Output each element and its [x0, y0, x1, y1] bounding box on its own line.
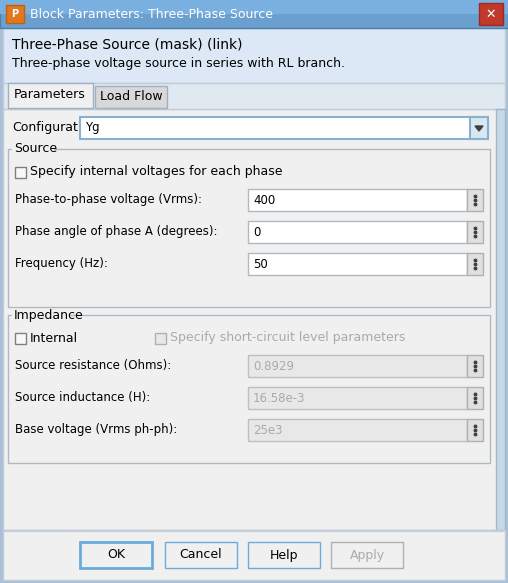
Text: Frequency (Hz):: Frequency (Hz):	[15, 258, 108, 271]
Bar	[80, 117, 488, 139]
Bar	[248, 419, 467, 441]
Bar	[248, 221, 467, 243]
Text: 25e3: 25e3	[253, 423, 282, 437]
Text: P: P	[12, 9, 19, 19]
Polygon shape	[475, 126, 483, 131]
Text: ✕: ✕	[486, 8, 496, 20]
Text: 400: 400	[253, 194, 275, 206]
Text: Phase-to-phase voltage (Vrms):: Phase-to-phase voltage (Vrms):	[15, 194, 202, 206]
Text: Base voltage (Vrms ph-ph):: Base voltage (Vrms ph-ph):	[15, 423, 177, 437]
Bar	[467, 419, 483, 441]
Bar	[467, 253, 483, 275]
Bar	[331, 542, 403, 568]
Text: Specify short-circuit level parameters: Specify short-circuit level parameters	[170, 332, 405, 345]
Text: 16.58e-3: 16.58e-3	[253, 392, 305, 405]
Bar	[248, 355, 467, 377]
Bar	[467, 387, 483, 409]
Text: 50: 50	[253, 258, 268, 271]
Bar	[8, 83, 93, 108]
Text: Configuration:: Configuration:	[12, 121, 101, 135]
Bar	[95, 86, 167, 108]
Bar	[6, 5, 24, 23]
Bar	[248, 387, 467, 409]
Bar	[15, 167, 26, 178]
Text: Source: Source	[14, 142, 57, 156]
Bar	[12, 143, 54, 155]
Text: Phase angle of phase A (degrees):: Phase angle of phase A (degrees):	[15, 226, 217, 238]
Bar	[8, 149, 490, 307]
Text: Three-Phase Source (mask) (link): Three-Phase Source (mask) (link)	[12, 37, 242, 51]
Bar	[0, 0, 508, 28]
Text: Internal: Internal	[30, 332, 78, 345]
Bar	[467, 221, 483, 243]
Text: Impedance: Impedance	[14, 308, 84, 321]
Bar	[165, 542, 237, 568]
Bar	[0, 0, 508, 14]
Text: Load Flow: Load Flow	[100, 90, 163, 104]
Bar	[80, 542, 152, 568]
Bar	[15, 333, 26, 344]
Text: 0: 0	[253, 226, 261, 238]
Text: Help: Help	[270, 549, 298, 561]
Text: Cancel: Cancel	[180, 549, 223, 561]
Bar	[3, 83, 505, 109]
Bar	[155, 333, 166, 344]
Bar	[8, 315, 490, 463]
Text: Parameters: Parameters	[14, 89, 86, 101]
Text: Apply: Apply	[350, 549, 385, 561]
Bar	[248, 189, 467, 211]
Bar	[12, 309, 70, 321]
Text: Specify internal voltages for each phase: Specify internal voltages for each phase	[30, 166, 282, 178]
Text: OK: OK	[107, 549, 125, 561]
Text: 0.8929: 0.8929	[253, 360, 294, 373]
Bar	[3, 28, 505, 83]
Text: Source resistance (Ohms):: Source resistance (Ohms):	[15, 360, 171, 373]
Bar	[496, 109, 505, 530]
Bar	[3, 109, 505, 530]
Bar	[467, 355, 483, 377]
Bar	[248, 253, 467, 275]
Bar	[467, 189, 483, 211]
Text: Source inductance (H):: Source inductance (H):	[15, 392, 150, 405]
Text: Yg: Yg	[85, 121, 100, 135]
Text: Block Parameters: Three-Phase Source: Block Parameters: Three-Phase Source	[30, 8, 273, 20]
Bar	[3, 530, 505, 580]
Bar	[470, 117, 488, 139]
Text: Three-phase voltage source in series with RL branch.: Three-phase voltage source in series wit…	[12, 58, 345, 71]
Bar	[479, 3, 503, 25]
Bar	[248, 542, 320, 568]
